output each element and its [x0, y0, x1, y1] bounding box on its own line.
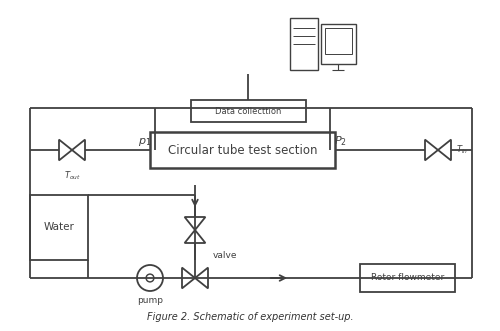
Polygon shape	[184, 230, 206, 243]
Polygon shape	[195, 267, 208, 288]
Circle shape	[137, 265, 163, 291]
Polygon shape	[59, 140, 72, 161]
Bar	[290, 18, 318, 70]
Polygon shape	[182, 267, 195, 288]
Bar	[191, 100, 306, 122]
Bar	[360, 264, 455, 292]
Bar	[325, 28, 352, 54]
Bar	[321, 24, 356, 64]
Text: $p_1$: $p_1$	[138, 136, 151, 148]
Text: $P_2$: $P_2$	[334, 134, 347, 148]
Text: Water: Water	[44, 222, 74, 232]
Text: Figure 2. Schematic of experiment set-up.: Figure 2. Schematic of experiment set-up…	[146, 312, 354, 322]
Polygon shape	[425, 140, 438, 161]
Polygon shape	[72, 140, 85, 161]
Bar	[30, 195, 88, 260]
Text: Rotor flowmeter: Rotor flowmeter	[371, 273, 444, 282]
Text: $T_{in}$: $T_{in}$	[456, 144, 468, 156]
Polygon shape	[438, 140, 451, 161]
Text: pump: pump	[137, 296, 163, 305]
Text: Data collecttion: Data collecttion	[215, 107, 281, 116]
Bar	[150, 132, 335, 168]
Text: valve: valve	[213, 251, 238, 260]
Text: Circular tube test section: Circular tube test section	[168, 144, 318, 157]
Circle shape	[146, 274, 154, 282]
Polygon shape	[184, 217, 206, 230]
Text: $T_{out}$: $T_{out}$	[64, 170, 80, 182]
